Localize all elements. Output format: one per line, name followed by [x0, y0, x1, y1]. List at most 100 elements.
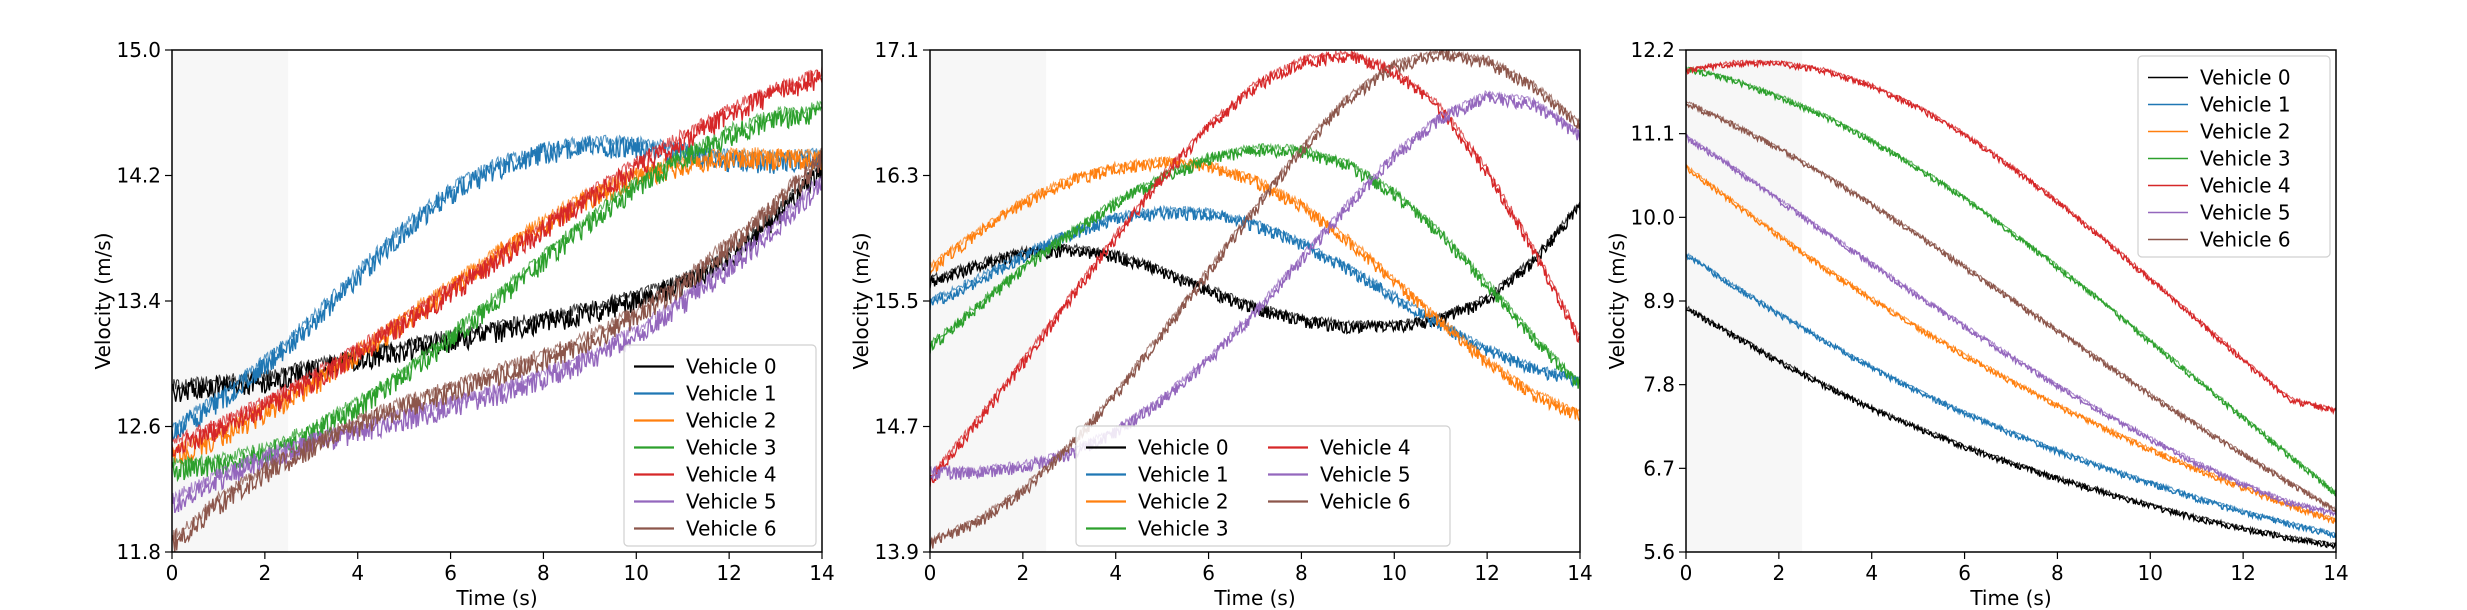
- legend-label: Vehicle 4: [1320, 436, 1411, 460]
- series-line-5: [1686, 133, 2336, 517]
- legend-label: Vehicle 0: [1138, 436, 1229, 460]
- chart-panel-1: 0 2 4 6 8 10 12 14 11.8 12.6 13.4 14.2 15.0 Time (s) V…: [91, 38, 835, 610]
- legend-label: Vehicle 5: [2200, 201, 2291, 225]
- series-group: [1686, 59, 2336, 550]
- legend-label: Vehicle 5: [1320, 463, 1411, 487]
- series-group: [930, 50, 1580, 550]
- series-line-1: [1686, 254, 2336, 539]
- x-tick-label: 6: [444, 561, 457, 585]
- chart-panel-3: 0 2 4 6 8 10 12 14 5.6 6.7 7.8 8.9 10.0 11.1 12.2 Time …: [1605, 38, 2349, 610]
- y-tick-label: 14.2: [116, 164, 161, 188]
- series-line-4: [930, 51, 1580, 487]
- legend: Vehicle 0 Vehicle 1 Vehicle 2 Vehicle 3 Vehi…: [1075, 425, 1451, 547]
- legend-label: Vehicle 2: [686, 409, 777, 433]
- x-tick-label: 14: [2323, 561, 2348, 585]
- y-tick-label: 8.9: [1643, 289, 1675, 313]
- series-line-1-reference: [172, 134, 822, 429]
- legend-box: [2137, 55, 2331, 258]
- legend-label: Vehicle 4: [2200, 174, 2291, 198]
- x-tick-label: 12: [2230, 561, 2255, 585]
- x-tick-label: 0: [166, 561, 179, 585]
- y-tick-label: 17.1: [874, 38, 919, 62]
- legend-label: Vehicle 6: [1320, 490, 1411, 514]
- series-line-2-reference: [930, 155, 1580, 416]
- y-tick-label: 13.4: [116, 289, 161, 313]
- y-tick-label: 14.7: [874, 415, 919, 439]
- y-tick-label: 16.3: [874, 164, 919, 188]
- legend-label: Vehicle 6: [686, 517, 777, 541]
- x-tick-label: 4: [351, 561, 364, 585]
- x-axis-label: Time (s): [455, 586, 537, 610]
- series-line-6-reference: [930, 50, 1580, 544]
- series-line-6: [1686, 102, 2336, 513]
- series-line-3: [930, 143, 1580, 389]
- x-tick-label: 10: [1382, 561, 1407, 585]
- series-line-4: [172, 70, 822, 457]
- shaded-region: [930, 50, 1047, 552]
- y-tick-label: 13.9: [874, 540, 919, 564]
- legend-label: Vehicle 1: [1138, 463, 1229, 487]
- legend-label: Vehicle 2: [2200, 120, 2291, 144]
- legend-label: Vehicle 4: [686, 463, 777, 487]
- x-tick-label: 4: [1109, 561, 1122, 585]
- x-tick-label: 2: [1772, 561, 1785, 585]
- legend: Vehicle 0 Vehicle 1 Vehicle 2 Vehicle 3 Vehi…: [2137, 55, 2331, 258]
- x-tick-label: 8: [2051, 561, 2064, 585]
- x-tick-label: 12: [1474, 561, 1499, 585]
- x-tick-label: 6: [1958, 561, 1971, 585]
- series-line-0: [1686, 308, 2336, 550]
- series-line-2: [930, 157, 1580, 422]
- series-line-5-reference: [172, 175, 822, 504]
- y-tick-label: 7.8: [1643, 373, 1675, 397]
- x-tick-label: 8: [1295, 561, 1308, 585]
- series-line-4-reference: [930, 50, 1580, 479]
- series-line-3: [172, 104, 822, 483]
- legend-label: Vehicle 3: [686, 436, 777, 460]
- x-axis-label: Time (s): [1213, 586, 1295, 610]
- shaded-region: [1686, 50, 1803, 552]
- x-tick-label: 10: [2138, 561, 2163, 585]
- y-tick-label: 11.1: [1630, 122, 1675, 146]
- y-tick-label: 15.5: [874, 289, 919, 313]
- legend-label: Vehicle 0: [686, 355, 777, 379]
- legend-label: Vehicle 3: [1138, 517, 1229, 541]
- y-tick-label: 15.0: [116, 38, 161, 62]
- x-tick-label: 0: [1680, 561, 1693, 585]
- series-line-4-reference: [172, 66, 822, 444]
- x-tick-label: 14: [1567, 561, 1592, 585]
- legend-label: Vehicle 5: [686, 490, 777, 514]
- legend-label: Vehicle 0: [2200, 66, 2291, 90]
- x-tick-label: 2: [258, 561, 271, 585]
- y-tick-label: 10.0: [1630, 205, 1675, 229]
- series-line-3: [1686, 67, 2336, 497]
- y-axis-label: Velocity (m/s): [1605, 232, 1629, 369]
- y-tick-label: 11.8: [116, 540, 161, 564]
- series-line-1-reference: [930, 204, 1580, 380]
- x-tick-label: 12: [716, 561, 741, 585]
- legend-box: [623, 344, 817, 547]
- legend-label: Vehicle 2: [1138, 490, 1229, 514]
- y-axis-label: Velocity (m/s): [91, 232, 115, 369]
- chart-panel-2: 0 2 4 6 8 10 12 14 13.9 14.7 15.5 16.3 17.1 Time (s) V…: [849, 38, 1593, 610]
- legend: Vehicle 0 Vehicle 1 Vehicle 2 Vehicle 3 Vehi…: [623, 344, 817, 547]
- y-tick-label: 12.6: [116, 415, 161, 439]
- x-tick-label: 8: [537, 561, 550, 585]
- x-tick-label: 0: [924, 561, 937, 585]
- y-axis-label: Velocity (m/s): [849, 232, 873, 369]
- series-line-5: [930, 91, 1580, 482]
- legend-box: [1075, 425, 1451, 547]
- x-tick-label: 14: [809, 561, 834, 585]
- x-tick-label: 6: [1202, 561, 1215, 585]
- series-line-2: [1686, 164, 2336, 524]
- series-line-4: [1686, 59, 2336, 415]
- y-tick-label: 5.6: [1643, 540, 1675, 564]
- y-tick-label: 12.2: [1630, 38, 1675, 62]
- series-group: [172, 66, 822, 552]
- legend-label: Vehicle 1: [686, 382, 777, 406]
- series-line-1-reference: [1686, 252, 2336, 536]
- legend-label: Vehicle 1: [2200, 93, 2291, 117]
- x-axis-label: Time (s): [1969, 586, 2051, 610]
- series-line-6: [930, 50, 1580, 550]
- legend-label: Vehicle 3: [2200, 147, 2291, 171]
